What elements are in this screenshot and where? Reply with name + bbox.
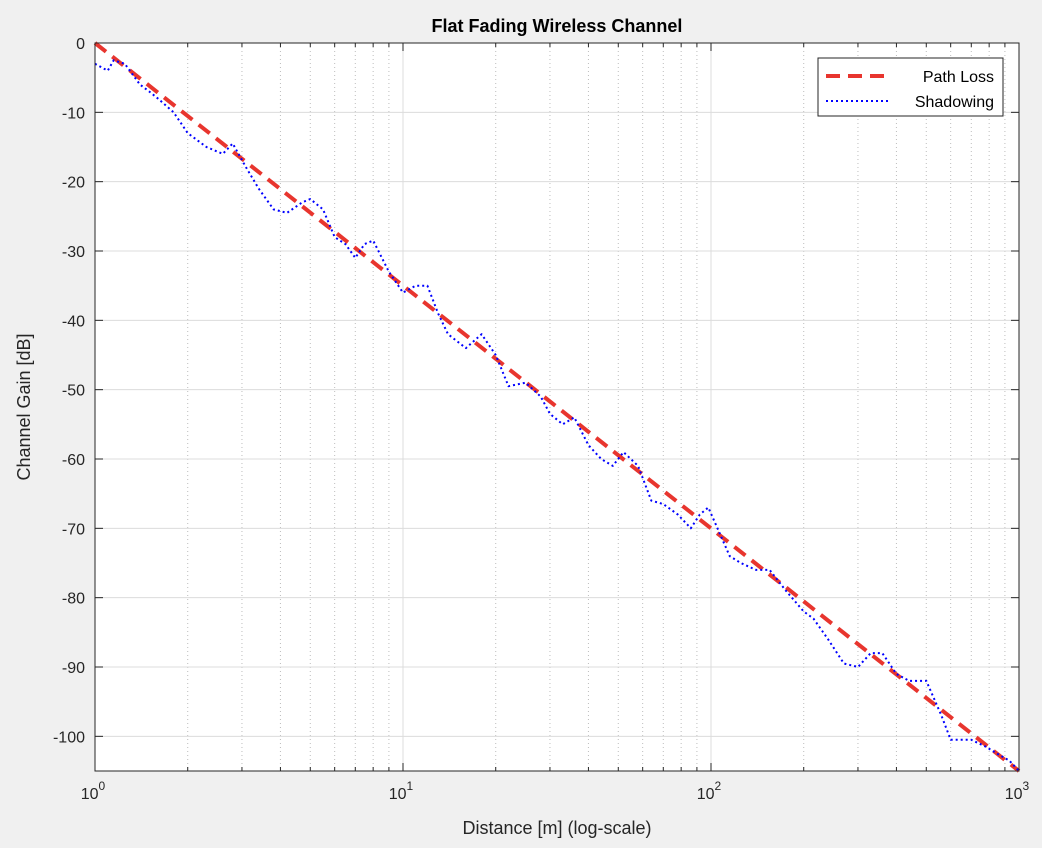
x-tick-label: 102 (697, 779, 722, 803)
legend-label-shadowing: Shadowing (915, 94, 994, 111)
series-layer (93, 41, 1021, 773)
y-tick-label: -30 (62, 244, 85, 261)
legend: Path Loss Shadowing (817, 57, 1004, 117)
series-line-shadowing (94, 59, 1020, 772)
x-tick-label: 103 (1005, 779, 1030, 803)
x-tick-label: 101 (389, 779, 414, 803)
y-tick-label: -10 (62, 105, 85, 122)
y-tick-label: -80 (62, 591, 85, 608)
y-axis-label: Channel Gain [dB] (14, 333, 34, 480)
y-tick-label: -100 (53, 729, 85, 746)
y-tick-label: -70 (62, 521, 85, 538)
ticks: 100 101 102 103 0 -10 -20 -30 -40 -50 -60 -70 -80 -90… (53, 36, 1030, 803)
chart-title: Flat Fading Wireless Channel (432, 16, 683, 36)
x-tick-label: 100 (81, 779, 106, 803)
x-axis-label: Distance [m] (log-scale) (462, 818, 651, 838)
y-tick-label: -20 (62, 175, 85, 192)
y-tick-label: -90 (62, 660, 85, 677)
legend-box (817, 57, 1004, 117)
y-tick-label: -50 (62, 383, 85, 400)
y-tick-label: -60 (62, 452, 85, 469)
plot-frame (94, 42, 1020, 772)
legend-label-path-loss: Path Loss (923, 69, 994, 86)
y-tick-label: -40 (62, 313, 85, 330)
series-line-path-loss (93, 41, 1021, 773)
y-tick-label: 0 (76, 36, 85, 53)
